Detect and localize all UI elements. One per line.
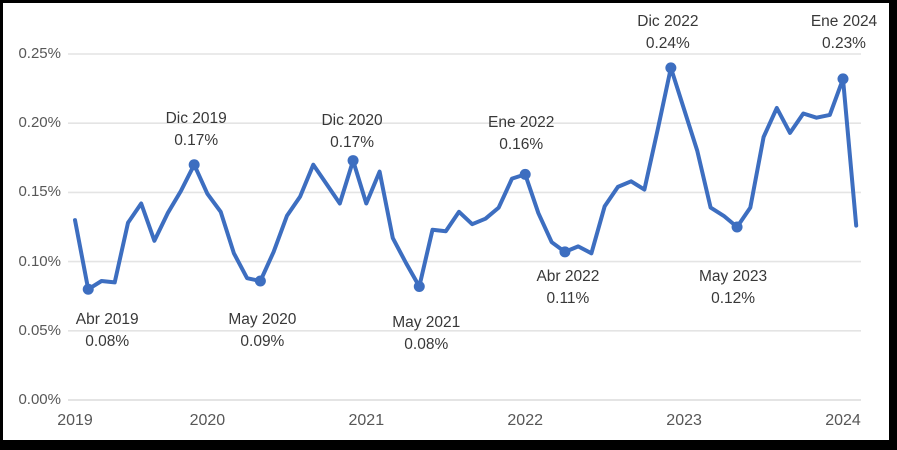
data-point-marker [665,62,677,74]
data-point-marker [347,155,359,167]
data-point-marker [837,73,849,85]
data-point-marker [254,275,266,287]
data-point-marker [519,168,531,180]
line-chart: 0.00% 0.05% 0.10% 0.15% 0.20% 0.25% 2019 2020 20… [3,3,889,440]
chart-background [3,3,889,440]
data-series-line [73,65,859,292]
data-point-marker [82,283,94,295]
data-point-marker [559,246,571,258]
data-point-marker [731,221,743,233]
data-point-marker [188,159,200,171]
data-point-marker [413,281,425,293]
chart-plot-area [3,3,889,440]
